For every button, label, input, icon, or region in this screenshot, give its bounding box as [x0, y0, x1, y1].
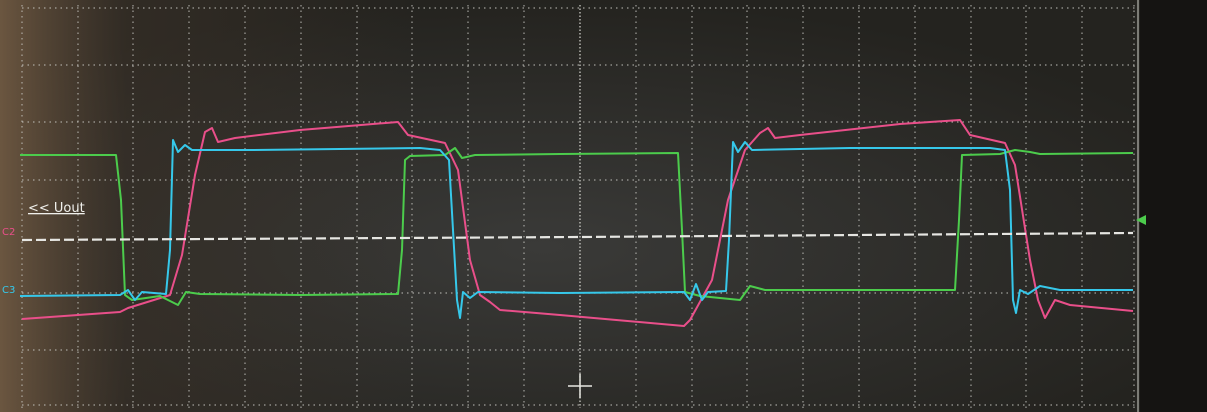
page: << Uout C2 C3 (() => { const data = JSON…	[0, 0, 1207, 412]
channel-label: C2	[2, 227, 15, 238]
scope-screen: << Uout C2 C3	[0, 0, 1207, 412]
channel-label: C3	[2, 285, 15, 296]
bezel	[1140, 0, 1207, 412]
reference-label: << Uout	[28, 201, 85, 216]
